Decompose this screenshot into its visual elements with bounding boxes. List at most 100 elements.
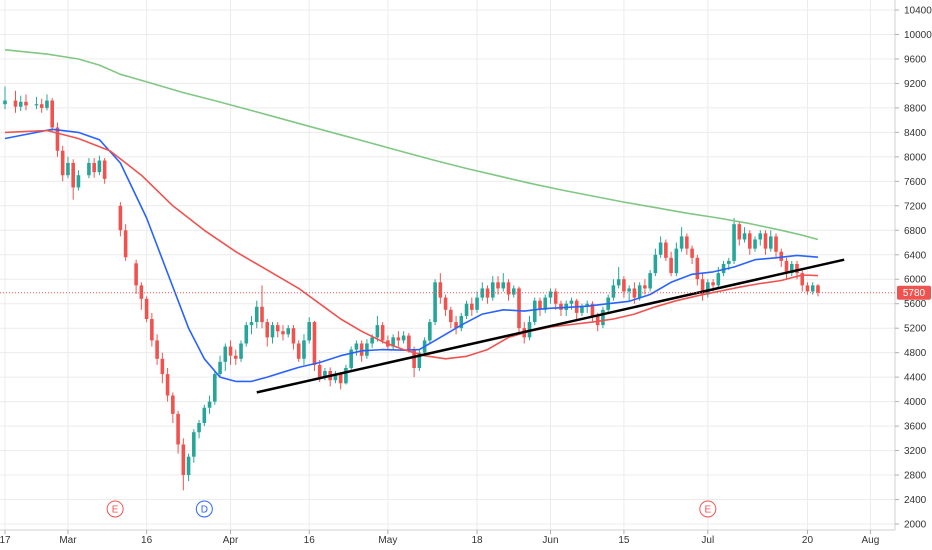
candle[interactable] <box>590 301 595 323</box>
candle[interactable] <box>254 300 259 329</box>
candle[interactable] <box>553 288 558 310</box>
candle[interactable] <box>732 218 736 264</box>
candle[interactable] <box>144 296 149 323</box>
candle[interactable] <box>816 284 820 297</box>
candle[interactable] <box>244 322 249 347</box>
candle[interactable] <box>380 322 385 344</box>
candle[interactable] <box>690 245 694 264</box>
candle[interactable] <box>789 260 794 277</box>
candle[interactable] <box>774 233 778 258</box>
candle[interactable] <box>601 306 605 329</box>
candle[interactable] <box>706 279 710 298</box>
candle[interactable] <box>375 315 380 342</box>
candle[interactable] <box>611 279 616 301</box>
candle[interactable] <box>275 322 280 338</box>
candle[interactable] <box>228 340 233 365</box>
candle[interactable] <box>810 282 815 295</box>
candle[interactable] <box>417 349 422 372</box>
candle[interactable] <box>480 282 485 301</box>
candle[interactable] <box>87 158 91 179</box>
candle[interactable] <box>296 340 301 362</box>
candle[interactable] <box>564 300 569 316</box>
candle[interactable] <box>664 239 668 261</box>
event-marker[interactable]: E <box>106 500 124 518</box>
candle[interactable] <box>648 270 652 292</box>
candle[interactable] <box>527 315 532 341</box>
candle[interactable] <box>501 273 506 292</box>
candle[interactable] <box>181 438 186 491</box>
candle[interactable] <box>45 94 49 111</box>
candle[interactable] <box>344 364 348 385</box>
candle[interactable] <box>433 279 437 326</box>
candle[interactable] <box>34 96 39 110</box>
candle[interactable] <box>192 429 196 463</box>
candle[interactable] <box>496 276 500 295</box>
candle[interactable] <box>737 221 742 246</box>
candle[interactable] <box>485 285 490 304</box>
candle[interactable] <box>622 276 626 298</box>
candle[interactable] <box>223 343 228 372</box>
candle[interactable] <box>490 276 495 301</box>
candle[interactable] <box>97 155 102 176</box>
candle[interactable] <box>695 254 700 286</box>
candle[interactable] <box>333 371 338 384</box>
candle[interactable] <box>580 303 584 316</box>
candle[interactable] <box>55 122 60 157</box>
candle[interactable] <box>50 98 55 132</box>
candle[interactable] <box>669 251 673 277</box>
candle[interactable] <box>155 334 159 365</box>
candle[interactable] <box>658 236 663 258</box>
candle[interactable] <box>643 279 647 295</box>
candle[interactable] <box>260 285 264 329</box>
candle[interactable] <box>92 158 96 178</box>
candle[interactable] <box>443 294 448 316</box>
candle[interactable] <box>302 334 306 365</box>
candle[interactable] <box>286 325 291 338</box>
candle[interactable] <box>176 410 180 454</box>
event-marker[interactable]: E <box>699 500 717 518</box>
candle[interactable] <box>186 453 191 482</box>
candle[interactable] <box>118 202 123 237</box>
candle[interactable] <box>307 317 312 344</box>
candle[interactable] <box>511 285 516 298</box>
candle[interactable] <box>60 145 65 182</box>
candle[interactable] <box>763 230 768 255</box>
candle[interactable] <box>312 320 317 372</box>
event-marker[interactable]: D <box>195 500 213 518</box>
candle[interactable] <box>165 367 170 402</box>
candle[interactable] <box>470 297 474 316</box>
candle[interactable] <box>532 297 537 326</box>
candle[interactable] <box>202 404 207 427</box>
candle[interactable] <box>459 312 464 332</box>
candle[interactable] <box>365 339 369 359</box>
candle[interactable] <box>506 279 511 301</box>
candle[interactable] <box>428 319 432 344</box>
candle[interactable] <box>449 306 453 329</box>
candle[interactable] <box>265 319 270 347</box>
candle[interactable] <box>218 355 222 378</box>
candle[interactable] <box>3 86 7 110</box>
candle[interactable] <box>685 233 689 255</box>
candle[interactable] <box>679 227 684 252</box>
candle[interactable] <box>18 95 23 111</box>
candle[interactable] <box>207 395 212 414</box>
candle[interactable] <box>538 297 542 316</box>
candle[interactable] <box>742 227 747 243</box>
candle[interactable] <box>438 273 443 304</box>
candle[interactable] <box>747 230 752 255</box>
candle[interactable] <box>784 257 789 280</box>
candle[interactable] <box>39 98 44 113</box>
candle[interactable] <box>753 236 757 252</box>
candle[interactable] <box>139 282 144 310</box>
candle[interactable] <box>150 312 154 347</box>
candle[interactable] <box>134 259 138 294</box>
candle[interactable] <box>66 156 70 179</box>
candle[interactable] <box>548 288 553 304</box>
candle[interactable] <box>401 331 406 344</box>
candle[interactable] <box>349 346 353 372</box>
candle[interactable] <box>475 291 479 313</box>
candle[interactable] <box>543 294 548 313</box>
candle[interactable] <box>758 230 763 246</box>
